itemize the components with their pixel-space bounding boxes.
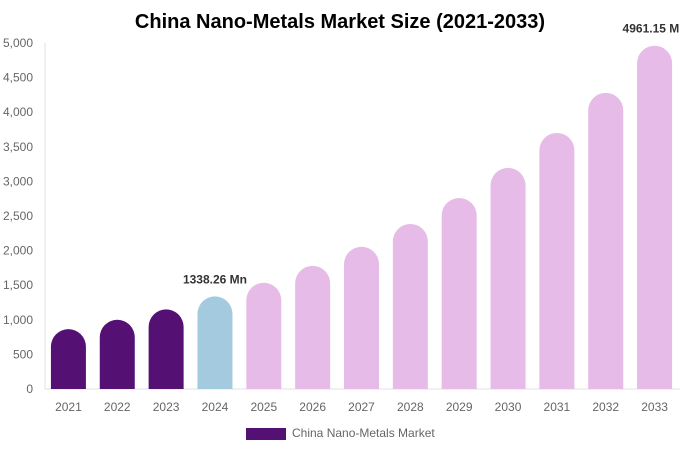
- x-tick-label: 2026: [299, 400, 326, 414]
- data-label-2024: 1338.26 Mn: [183, 272, 247, 286]
- bar-2030[interactable]: [490, 167, 526, 389]
- bar-2025[interactable]: [246, 282, 282, 389]
- x-tick-label: 2023: [153, 400, 180, 414]
- y-tick-label: 500: [13, 347, 33, 361]
- bar-2024[interactable]: [197, 296, 233, 389]
- x-axis: 2021 2022 2023 2024 2025 2026 2027 2028 2029 2030…: [45, 388, 680, 414]
- x-tick-label: 2032: [592, 400, 619, 414]
- x-tick-label: 2025: [250, 400, 277, 414]
- y-tick-label: 0: [26, 382, 33, 396]
- bar-2028[interactable]: [392, 223, 428, 389]
- x-tick-label: 2021: [55, 400, 82, 414]
- bar-2032[interactable]: [588, 92, 624, 389]
- y-tick-label: 3,000: [3, 174, 33, 188]
- x-tick-label: 2029: [446, 400, 473, 414]
- legend[interactable]: China Nano-Metals Market: [246, 426, 435, 440]
- data-labels: 1338.26 Mn 4961.15 Mn: [183, 22, 680, 287]
- x-tick-label: 2033: [641, 400, 668, 414]
- x-tick-label: 2031: [544, 400, 571, 414]
- y-axis: 0 500 1,000 1,500 2,000 2,500 3,000 3,500 4,000 4…: [3, 36, 46, 396]
- bar-2031[interactable]: [539, 132, 575, 389]
- bars: [50, 45, 673, 390]
- x-tick-label: 2027: [348, 400, 375, 414]
- data-label-2033: 4961.15 Mn: [623, 22, 680, 36]
- x-tick-label: 2028: [397, 400, 424, 414]
- bar-2026[interactable]: [295, 265, 331, 389]
- bar-2029[interactable]: [441, 198, 477, 389]
- bar-2027[interactable]: [344, 246, 379, 389]
- y-tick-label: 2,500: [3, 209, 33, 223]
- bar-2023[interactable]: [148, 309, 184, 389]
- y-tick-label: 5,000: [3, 36, 33, 50]
- y-tick-label: 1,500: [3, 278, 33, 292]
- legend-swatch: [246, 428, 286, 440]
- y-tick-label: 4,000: [3, 105, 33, 119]
- x-tick-label: 2022: [104, 400, 131, 414]
- bar-2021[interactable]: [50, 329, 86, 389]
- y-tick-label: 4,500: [3, 71, 33, 85]
- chart-title: China Nano-Metals Market Size (2021-2033…: [135, 11, 545, 33]
- x-tick-label: 2024: [202, 400, 229, 414]
- x-tick-label: 2030: [495, 400, 522, 414]
- y-tick-label: 2,000: [3, 244, 33, 258]
- y-tick-label: 3,500: [3, 140, 33, 154]
- bar-2033[interactable]: [637, 45, 673, 390]
- y-tick-label: 1,000: [3, 313, 33, 327]
- legend-label: China Nano-Metals Market: [292, 426, 435, 440]
- bar-2022[interactable]: [99, 319, 135, 389]
